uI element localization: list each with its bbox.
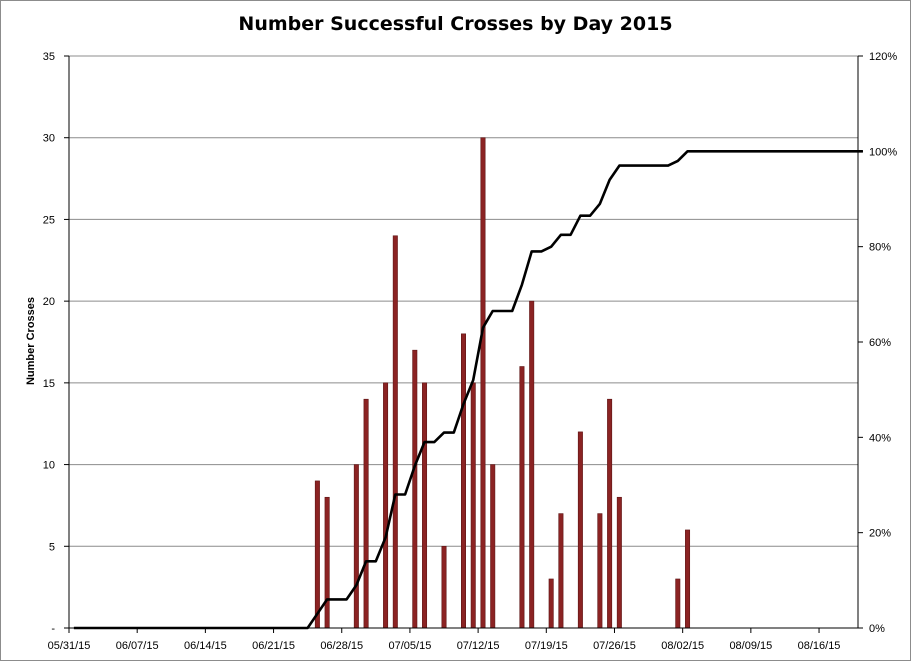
bar <box>607 398 613 629</box>
y-tick-label: 15 <box>43 378 55 390</box>
y2-tick-label: 40% <box>869 432 891 444</box>
x-tick-label: 07/19/15 <box>525 640 568 652</box>
y-tick-label: 10 <box>43 460 55 472</box>
bar <box>412 349 418 629</box>
y-tick-label: 25 <box>43 214 55 226</box>
x-tick-label: 06/07/15 <box>116 640 159 652</box>
y2-tick-label: 20% <box>869 528 891 540</box>
bar <box>392 235 398 629</box>
y2-tick-label: 100% <box>869 146 897 158</box>
bar <box>314 480 320 629</box>
y-tick-label: 20 <box>43 296 55 308</box>
x-tick-label: 06/14/15 <box>184 640 227 652</box>
x-tick-label: 07/05/15 <box>389 640 432 652</box>
bar <box>529 300 535 629</box>
bar <box>422 382 428 629</box>
x-tick-label: 06/28/15 <box>320 640 363 652</box>
y2-tick-label: 120% <box>869 51 897 63</box>
bar <box>441 545 447 629</box>
bar <box>383 382 389 629</box>
bar <box>616 496 622 629</box>
x-tick-label: 06/21/15 <box>252 640 295 652</box>
y-tick-label: 5 <box>49 541 55 553</box>
bar <box>675 578 681 629</box>
cumulative-line <box>73 150 863 630</box>
bar <box>548 578 554 629</box>
bar <box>363 398 369 629</box>
y2-tick-label: 80% <box>869 242 891 254</box>
bar <box>353 464 359 629</box>
x-tick-label: 08/09/15 <box>729 640 772 652</box>
bar <box>558 513 564 629</box>
y-tick-label: 30 <box>43 133 55 145</box>
bar <box>519 366 525 629</box>
bar <box>480 137 486 629</box>
y-axis-label: Number Crosses <box>25 296 37 386</box>
y-tick-label: - <box>51 623 55 635</box>
bar <box>597 513 603 629</box>
y2-tick-label: 60% <box>869 337 891 349</box>
y-tick-label: 35 <box>43 51 55 63</box>
x-tick-label: 07/26/15 <box>593 640 636 652</box>
bar <box>577 431 583 629</box>
x-tick-label: 08/16/15 <box>798 640 841 652</box>
bar <box>685 529 691 629</box>
chart-title: Number Successful Crosses by Day 2015 <box>238 13 673 35</box>
bar <box>324 496 330 629</box>
bar <box>470 382 476 629</box>
x-tick-label: 07/12/15 <box>457 640 500 652</box>
bar <box>461 333 466 629</box>
y2-tick-label: 0% <box>869 623 885 635</box>
x-tick-label: 08/02/15 <box>661 640 704 652</box>
x-tick-label: 05/31/15 <box>48 640 91 652</box>
bar <box>490 464 496 629</box>
